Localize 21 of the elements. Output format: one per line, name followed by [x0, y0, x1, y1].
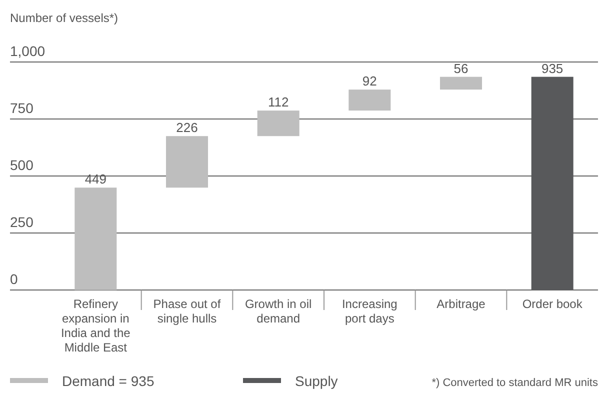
y-tick-label: 1,000 — [10, 43, 46, 59]
data-label: 935 — [541, 60, 564, 76]
y-tick-label: 500 — [10, 157, 34, 173]
y-axis-title: Number of vessels*) — [10, 11, 118, 25]
x-tick-label: Arbitrage — [436, 297, 486, 311]
x-tick-label: Refinery expansion in India and the Middle East — [60, 297, 131, 354]
y-tick-label: 0 — [10, 271, 18, 287]
x-tick-label: Phase out of single hulls — [153, 297, 222, 326]
legend-label: Demand = 935 — [62, 373, 154, 389]
y-tick-label: 250 — [10, 214, 34, 230]
data-label: 56 — [454, 60, 468, 76]
x-tick-label: Increasing port days — [342, 297, 398, 326]
data-label: 449 — [84, 172, 107, 187]
text: *) Converted to standard MR units — [432, 377, 598, 389]
x-tick-label: Growth in oil demand — [244, 297, 312, 326]
data-label: 112 — [268, 94, 289, 110]
x-tick-label: Order book — [522, 297, 584, 311]
data-label: 226 — [176, 120, 198, 136]
y-tick-label: 750 — [10, 100, 34, 116]
legend-label: Supply — [295, 373, 338, 389]
data-label: 92 — [362, 74, 377, 89]
